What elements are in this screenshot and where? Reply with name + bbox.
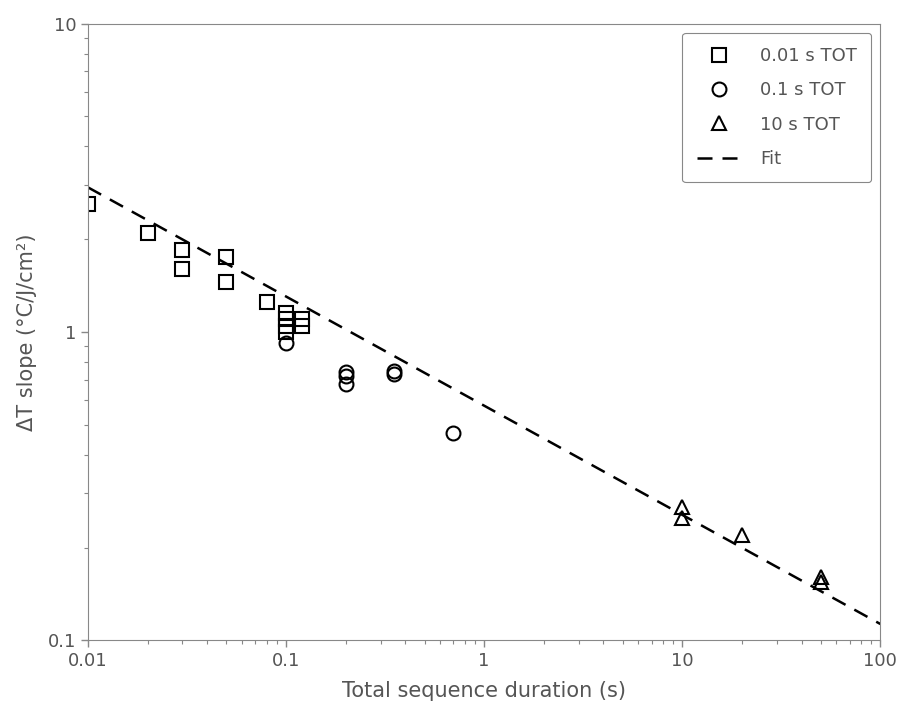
0.01 s TOT (281, 309, 292, 317)
Legend: 0.01 s TOT, 0.1 s TOT, 10 s TOT, Fit: 0.01 s TOT, 0.1 s TOT, 10 s TOT, Fit (683, 33, 871, 182)
10 s TOT (676, 513, 687, 522)
0.1 s TOT (388, 366, 399, 375)
Line: 0.1 s TOT: 0.1 s TOT (279, 336, 461, 440)
Fit (856, 609, 866, 617)
Y-axis label: ΔT slope (°C/J/cm²): ΔT slope (°C/J/cm²) (16, 233, 37, 431)
0.1 s TOT (340, 379, 351, 388)
Fit (554, 443, 565, 452)
0.1 s TOT (340, 368, 351, 377)
10 s TOT (815, 577, 826, 586)
0.01 s TOT (261, 298, 272, 307)
0.01 s TOT (281, 315, 292, 324)
Fit (511, 419, 522, 428)
Line: 10 s TOT: 10 s TOT (675, 500, 828, 589)
Fit (732, 541, 743, 549)
0.01 s TOT (296, 315, 307, 324)
0.01 s TOT (142, 228, 153, 237)
0.1 s TOT (340, 372, 351, 381)
X-axis label: Total sequence duration (s): Total sequence duration (s) (342, 681, 626, 701)
10 s TOT (815, 573, 826, 582)
0.1 s TOT (281, 339, 292, 348)
0.1 s TOT (388, 370, 399, 378)
0.01 s TOT (221, 253, 232, 261)
0.01 s TOT (177, 265, 188, 274)
10 s TOT (737, 531, 748, 539)
0.01 s TOT (296, 321, 307, 330)
0.01 s TOT (281, 321, 292, 330)
10 s TOT (676, 503, 687, 512)
Fit (459, 391, 470, 399)
0.01 s TOT (281, 327, 292, 336)
Fit (875, 620, 886, 628)
0.01 s TOT (82, 200, 93, 208)
0.1 s TOT (448, 429, 459, 437)
Line: Fit: Fit (88, 187, 880, 624)
Fit (463, 393, 474, 401)
Fit (82, 183, 93, 192)
0.01 s TOT (177, 246, 188, 254)
Line: 0.01 s TOT: 0.01 s TOT (81, 197, 309, 339)
0.01 s TOT (221, 278, 232, 286)
